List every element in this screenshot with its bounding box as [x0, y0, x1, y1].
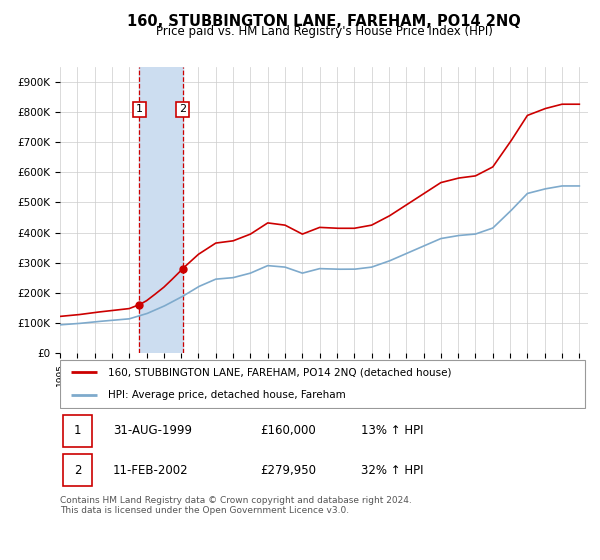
- Bar: [139, 67, 182, 353]
- Text: 11-FEB-2002: 11-FEB-2002: [113, 464, 188, 477]
- FancyBboxPatch shape: [60, 360, 586, 408]
- Text: £279,950: £279,950: [260, 464, 317, 477]
- Text: £160,000: £160,000: [260, 424, 316, 437]
- Text: 32% ↑ HPI: 32% ↑ HPI: [361, 464, 424, 477]
- FancyBboxPatch shape: [62, 454, 92, 486]
- Text: 31-AUG-1999: 31-AUG-1999: [113, 424, 192, 437]
- Text: 2: 2: [74, 464, 81, 477]
- Text: 1: 1: [74, 424, 81, 437]
- Text: 1: 1: [136, 104, 143, 114]
- Text: 160, STUBBINGTON LANE, FAREHAM, PO14 2NQ (detached house): 160, STUBBINGTON LANE, FAREHAM, PO14 2NQ…: [107, 367, 451, 377]
- Text: HPI: Average price, detached house, Fareham: HPI: Average price, detached house, Fare…: [107, 390, 345, 400]
- Text: Price paid vs. HM Land Registry's House Price Index (HPI): Price paid vs. HM Land Registry's House …: [155, 25, 493, 38]
- Text: 2: 2: [179, 104, 186, 114]
- Text: 160, STUBBINGTON LANE, FAREHAM, PO14 2NQ: 160, STUBBINGTON LANE, FAREHAM, PO14 2NQ: [127, 14, 521, 29]
- FancyBboxPatch shape: [62, 414, 92, 447]
- Text: 13% ↑ HPI: 13% ↑ HPI: [361, 424, 424, 437]
- Text: Contains HM Land Registry data © Crown copyright and database right 2024.
This d: Contains HM Land Registry data © Crown c…: [60, 496, 412, 515]
